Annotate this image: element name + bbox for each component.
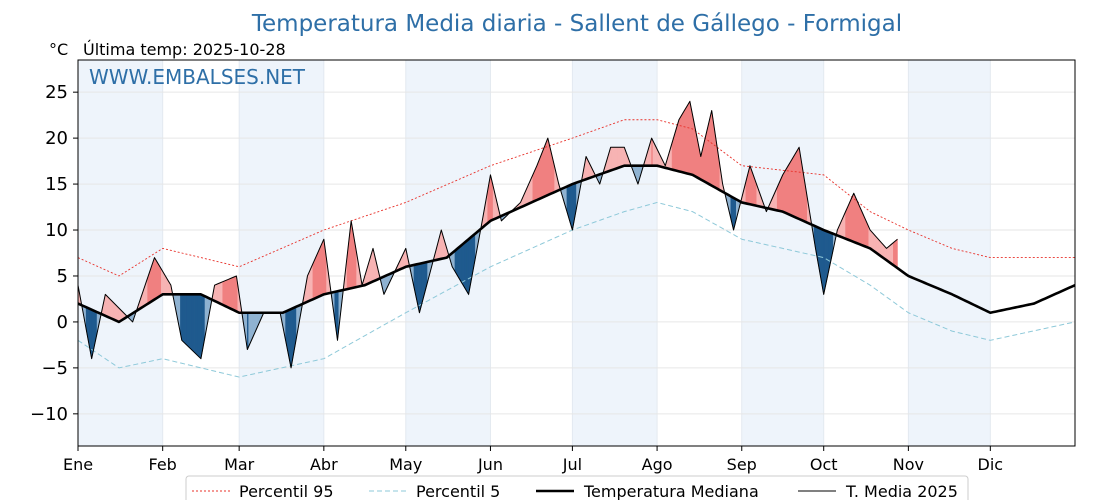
- anomaly-fill-segment: [895, 238, 898, 269]
- y-tick-label: −10: [30, 404, 68, 425]
- series-lines: [77, 100, 1076, 378]
- month-bands: [78, 60, 991, 446]
- month-band-Mar: [239, 60, 324, 446]
- x-tick-label: Dic: [978, 455, 1004, 474]
- month-band-Jul: [572, 60, 658, 446]
- legend-label-media2025: T. Media 2025: [845, 482, 958, 500]
- plot-frame: [77, 59, 1076, 447]
- month-band-Ene: [78, 60, 163, 446]
- y-tick-label: 5: [57, 266, 68, 287]
- x-tick-label: Abr: [310, 455, 338, 474]
- y-axis: 25 20 15 10 5 0 −5 −10: [30, 82, 78, 425]
- y-tick-label: 0: [57, 312, 68, 333]
- legend-label-p5: Percentil 5: [416, 482, 500, 500]
- unit-label: °C: [49, 40, 68, 59]
- month-band-Sep: [741, 60, 824, 446]
- legend-label-median: Temperatura Mediana: [583, 482, 759, 500]
- series-line-p5: [77, 201, 1076, 378]
- watermark: WWW.EMBALSES.NET: [89, 65, 306, 89]
- x-tick-label: Ene: [63, 455, 93, 474]
- series-line-p95: [77, 119, 1075, 277]
- legend: Percentil 95 Percentil 5 Temperatura Med…: [185, 475, 969, 500]
- y-tick-label: −5: [41, 358, 68, 379]
- x-tick-label: Jul: [562, 455, 582, 474]
- y-tick-label: 25: [45, 82, 68, 103]
- y-tick-label: 10: [45, 220, 68, 241]
- y-tick-label: 15: [45, 174, 68, 195]
- y-tick-label: 20: [45, 128, 68, 149]
- x-tick-label: Jun: [477, 455, 503, 474]
- legend-label-p95: Percentil 95: [239, 482, 334, 500]
- x-tick-label: Sep: [727, 455, 757, 474]
- legend-box: [185, 475, 969, 500]
- x-tick-label: Nov: [893, 455, 924, 474]
- x-tick-label: May: [389, 455, 422, 474]
- series-line-median: [77, 164, 1076, 324]
- x-tick-label: Feb: [149, 455, 177, 474]
- series-line-media2025: [77, 100, 898, 369]
- month-band-Nov: [908, 60, 991, 446]
- x-tick-label: Ago: [642, 455, 673, 474]
- x-axis: Ene Feb Mar Abr May Jun Jul Ago Sep Oct Nov Dic: [63, 446, 1003, 474]
- last-temp-label: Última temp: 2025-10-28: [83, 40, 286, 59]
- x-tick-label: Oct: [810, 455, 838, 474]
- chart-title: Temperatura Media diaria - Sallent de Gá…: [251, 11, 902, 37]
- x-tick-label: Mar: [224, 455, 255, 474]
